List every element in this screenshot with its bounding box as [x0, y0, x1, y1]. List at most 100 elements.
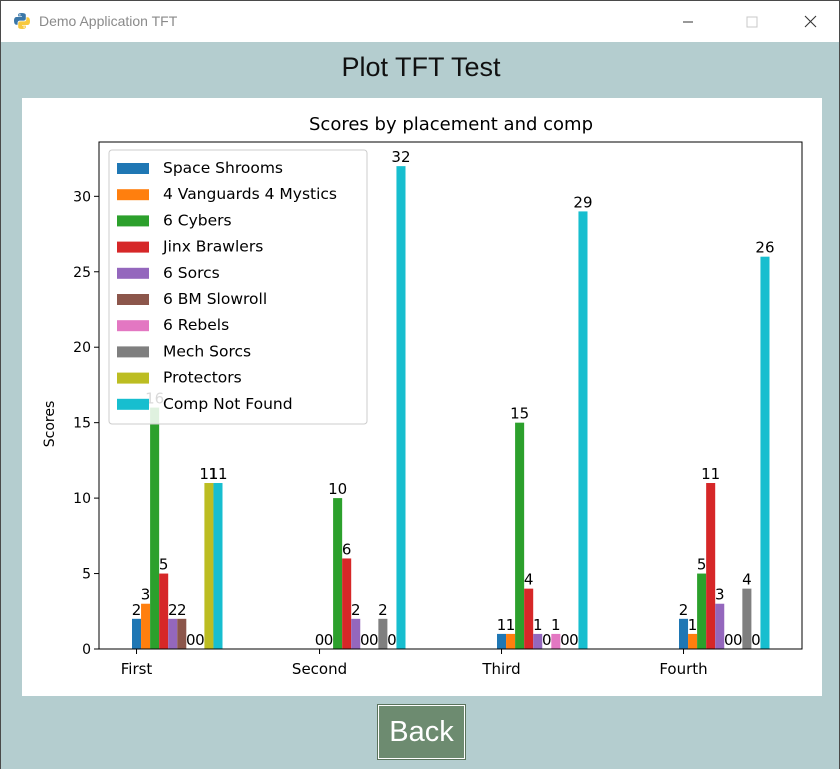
bar-value-label: 15 [510, 405, 529, 423]
y-tick-label: 15 [73, 416, 91, 432]
bar-value-label: 0 [387, 631, 397, 649]
bar-value-label: 1 [533, 616, 543, 634]
data-labels: 2012301116101555641122132000001002041100… [132, 148, 775, 649]
legend-label: 6 Cybers [163, 211, 232, 229]
bar [688, 633, 698, 649]
legend-swatch [117, 163, 149, 174]
bar-value-label: 1 [551, 616, 561, 634]
bar [533, 633, 543, 649]
bar-value-label: 0 [751, 631, 761, 649]
legend-swatch [117, 398, 149, 410]
bar-value-label: 1 [506, 616, 516, 634]
legend-swatch [117, 294, 149, 305]
bar [396, 166, 406, 649]
plot-frame [98, 141, 803, 650]
back-button[interactable]: Back [377, 704, 466, 760]
bar [159, 573, 169, 649]
page-title: Plot TFT Test [341, 52, 501, 82]
bar [760, 256, 770, 649]
y-tick-label: 20 [73, 340, 91, 356]
close-button[interactable] [787, 1, 833, 43]
legend-swatch [117, 372, 149, 384]
bar-value-label: 6 [342, 540, 352, 558]
bar-series-group [132, 166, 770, 649]
bar [551, 633, 561, 649]
minimize-button[interactable] [665, 1, 711, 43]
x-tick-label: First [121, 660, 153, 678]
bar [351, 618, 361, 649]
bar-value-label: 0 [560, 631, 570, 649]
bar-value-label: 0 [733, 631, 743, 649]
legend-box [108, 149, 368, 425]
plot-canvas: Scores by placement and comp Scores 0 5 10… [22, 98, 822, 696]
chart-title: Scores by placement and comp [309, 114, 593, 135]
bar-value-label: 3 [141, 586, 151, 604]
bar-value-label: 5 [159, 556, 169, 574]
window-title: Demo Application TFT [39, 13, 178, 29]
y-axis: 0 5 10 15 20 25 30 [73, 189, 99, 658]
bar-value-label: 29 [573, 193, 592, 211]
bar-value-label: 32 [391, 148, 410, 166]
bar-value-label: 4 [742, 571, 752, 589]
legend-swatch [117, 241, 149, 253]
bar [132, 618, 142, 649]
bar [524, 588, 534, 649]
bar-value-label: 2 [132, 601, 142, 619]
bar-value-label: 1 [688, 616, 698, 634]
bar [177, 618, 187, 649]
bar-value-label: 2 [351, 601, 361, 619]
python-icon [14, 13, 30, 29]
bar-value-label: 4 [524, 571, 534, 589]
bar-value-label: 26 [755, 239, 774, 257]
legend: Space Shrooms 4 Vanguards 4 Mystics 6 Cybe… [108, 149, 368, 425]
bar [150, 407, 160, 649]
maximize-button[interactable] [729, 1, 775, 43]
close-icon [804, 15, 817, 28]
y-tick-label: 10 [73, 491, 91, 507]
bar [742, 588, 752, 649]
bar-value-label: 10 [328, 480, 347, 498]
bar [342, 558, 352, 649]
legend-label: 6 Sorcs [163, 264, 220, 282]
bar-value-label: 3 [715, 586, 725, 604]
bar [204, 483, 214, 649]
legend-swatch [117, 320, 149, 332]
bar-value-label: 0 [542, 631, 552, 649]
bar-value-label: 0 [369, 631, 379, 649]
y-tick-label: 0 [82, 642, 91, 658]
x-tick-label: Third [481, 660, 520, 678]
legend-swatch [117, 215, 149, 227]
bar-value-label: 0 [324, 631, 334, 649]
legend-swatch [117, 267, 149, 279]
maximize-icon [746, 16, 758, 28]
bar-value-label: 0 [360, 631, 370, 649]
bar-value-label: 2 [679, 601, 689, 619]
legend-label: Mech Sorcs [163, 342, 251, 360]
legend-label: Space Shrooms [163, 159, 283, 177]
legend-label: 6 BM Slowroll [163, 290, 267, 308]
bar-value-label: 5 [697, 556, 707, 574]
y-tick-label: 5 [82, 567, 91, 583]
bar [706, 483, 716, 649]
bar-value-label: 1 [497, 616, 507, 634]
legend-label: Jinx Brawlers [162, 238, 263, 256]
bar-value-label: 11 [199, 465, 218, 483]
bar [679, 618, 689, 649]
bar [378, 618, 388, 649]
legend-label: 6 Rebels [163, 316, 229, 334]
bar [141, 603, 151, 649]
y-axis-label: Scores [42, 401, 58, 448]
bar [578, 211, 588, 649]
bar-value-label: 11 [208, 465, 227, 483]
x-axis: First Second Third Fourth [121, 649, 708, 678]
y-tick-label: 30 [73, 189, 91, 205]
title-bar: Demo Application TFT [1, 0, 839, 42]
bar-value-label: 0 [315, 631, 325, 649]
legend-label: Comp Not Found [163, 395, 293, 413]
legend-label: Protectors [163, 369, 242, 387]
x-tick-label: Second [292, 660, 347, 678]
bar [515, 422, 525, 649]
bar-value-label: 2 [168, 601, 178, 619]
bar-value-label: 11 [701, 465, 720, 483]
